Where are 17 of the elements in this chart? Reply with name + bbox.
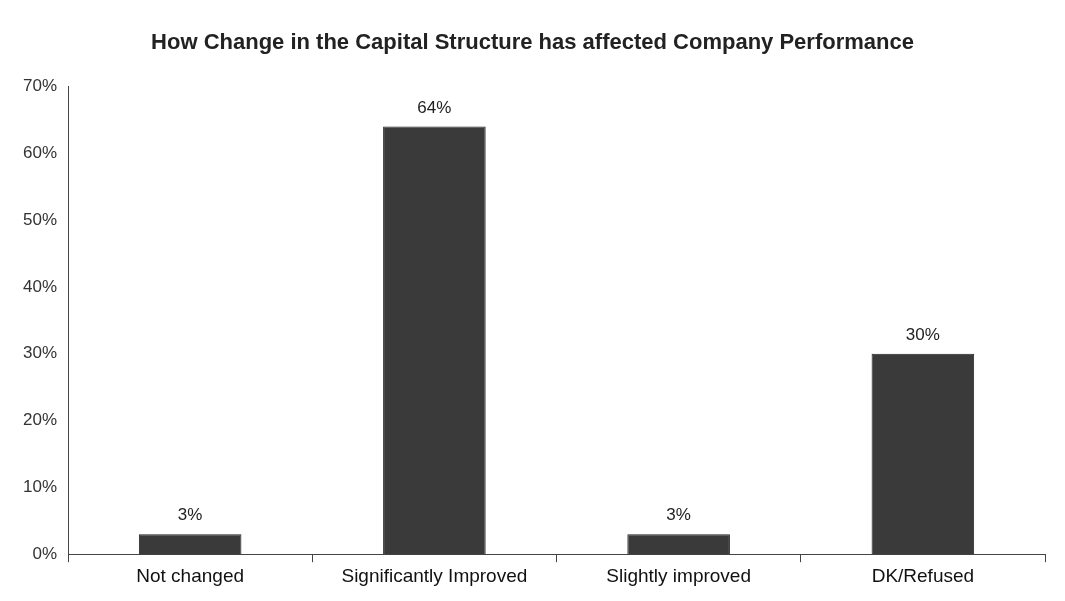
x-tick-label: Significantly Improved: [341, 564, 528, 586]
y-tick-label: 70%: [22, 76, 58, 96]
y-tick-label: 40%: [22, 276, 58, 296]
data-label: 3%: [666, 505, 691, 525]
y-tick-label: 20%: [22, 410, 58, 430]
x-tick-label: Slightly improved: [606, 564, 751, 586]
chart-title: How Change in the Capital Structure has affected Company Performance: [151, 29, 914, 55]
data-label: 3%: [177, 505, 203, 525]
y-tick-label: 10%: [22, 477, 58, 497]
y-tick-label: 30%: [22, 343, 58, 363]
x-tick-label: DK/Refused: [871, 564, 975, 586]
x-tick-label: Not changed: [136, 564, 245, 586]
y-tick-label: 50%: [22, 209, 58, 229]
y-tick-label: 60%: [22, 142, 58, 162]
data-label: 64%: [417, 97, 452, 117]
y-tick-label: 0%: [32, 543, 58, 563]
data-label: 30%: [905, 324, 940, 344]
